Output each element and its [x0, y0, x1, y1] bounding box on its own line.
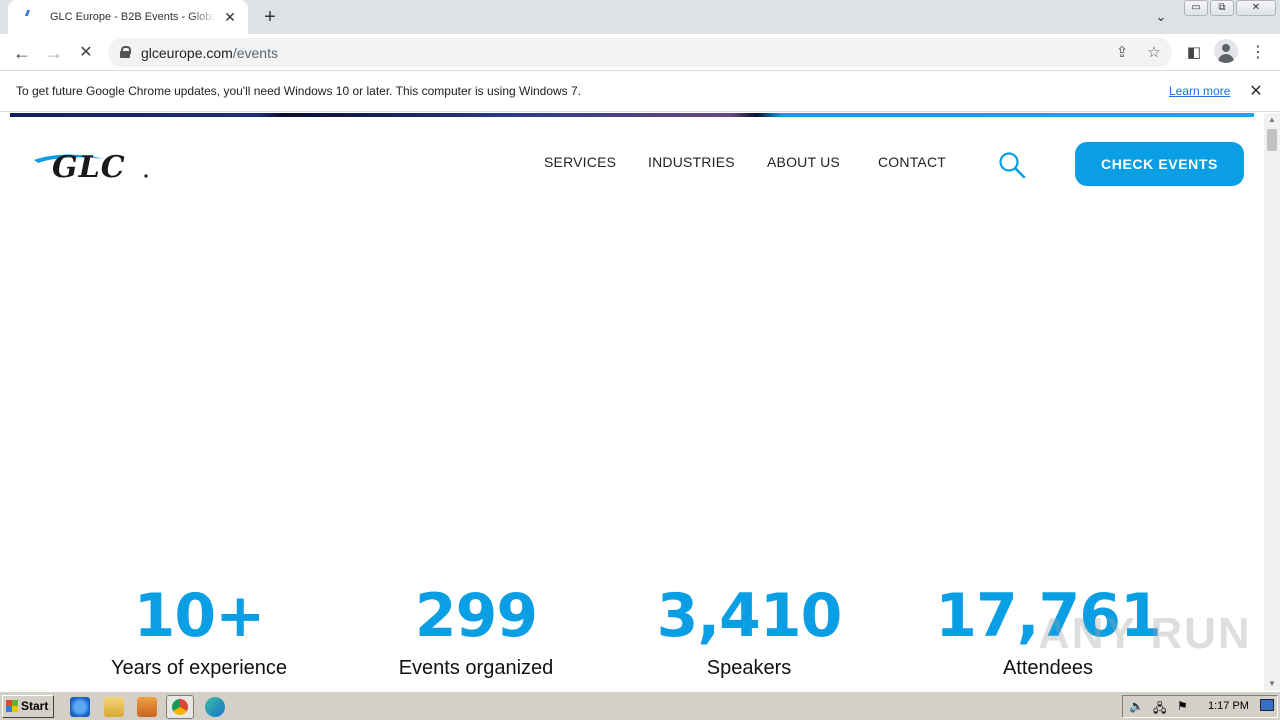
address-bar[interactable]: glceurope.com/events ⇪ ☆: [108, 38, 1172, 67]
stat-label: Events organized: [398, 657, 554, 679]
action-center-flag-icon[interactable]: ⚑: [1177, 699, 1188, 713]
browser-toolbar: ← → ✕ glceurope.com/events ⇪ ☆ ◧ ⋮: [0, 34, 1280, 71]
stat-value: 10+: [133, 581, 266, 651]
media-player-icon[interactable]: [137, 697, 157, 717]
internet-explorer-icon[interactable]: [70, 697, 90, 717]
network-icon[interactable]: 🖧: [1153, 701, 1167, 715]
nav-industries[interactable]: INDUSTRIES: [648, 154, 735, 170]
update-infobar: To get future Google Chrome updates, you…: [0, 72, 1280, 112]
start-label: Start: [21, 699, 49, 713]
tab-close-icon[interactable]: ✕: [224, 9, 236, 25]
close-window-button[interactable]: ✕: [1236, 0, 1276, 16]
stat-years: 10+ Years of experience: [69, 581, 329, 680]
tab-search-chevron-icon[interactable]: ⌄: [1155, 9, 1167, 24]
stat-value: 299: [414, 581, 538, 651]
menu-kebab-icon[interactable]: ⋮: [1250, 44, 1266, 61]
lock-icon: [120, 46, 131, 58]
svg-text:GLC: GLC: [52, 150, 126, 181]
scroll-thumb[interactable]: [1267, 129, 1277, 151]
glc-logo[interactable]: GLC: [32, 147, 152, 181]
share-icon[interactable]: ⇪: [1115, 44, 1129, 61]
page-scrollbar[interactable]: ▲ ▼: [1264, 113, 1280, 691]
profile-avatar-icon[interactable]: [1214, 39, 1238, 63]
scroll-up-arrow-icon[interactable]: ▲: [1268, 115, 1276, 124]
file-explorer-icon[interactable]: [104, 697, 124, 717]
edge-icon[interactable]: [205, 697, 225, 717]
side-panel-icon[interactable]: ◧: [1186, 44, 1202, 61]
windows-flag-icon: [6, 700, 18, 712]
volume-icon[interactable]: 🔈: [1129, 699, 1144, 713]
stat-speakers: 3,410 Speakers: [619, 581, 879, 680]
search-icon[interactable]: [998, 151, 1026, 179]
restore-button[interactable]: ⧉: [1210, 0, 1234, 16]
stat-attendees: 17,761 Attendees: [918, 581, 1178, 680]
stat-value: 17,761: [935, 581, 1162, 651]
clock[interactable]: 1:17 PM: [1208, 700, 1249, 712]
tab-title: GLC Europe - B2B Events - Global Leaders…: [50, 11, 216, 23]
tab-strip: GLC Europe - B2B Events - Global Leaders…: [0, 0, 1280, 34]
show-desktop-icon[interactable]: [1260, 699, 1274, 711]
stat-value: 3,410: [656, 581, 843, 651]
scroll-down-arrow-icon[interactable]: ▼: [1268, 679, 1276, 688]
learn-more-link[interactable]: Learn more: [1169, 84, 1231, 98]
stat-label: Years of experience: [110, 657, 288, 679]
bookmark-star-icon[interactable]: ☆: [1147, 44, 1161, 61]
page-viewport: GLC SERVICES INDUSTRIES ABOUT US CONTACT…: [0, 113, 1264, 691]
nav-contact[interactable]: CONTACT: [878, 154, 947, 170]
loading-favicon-icon: [22, 9, 38, 25]
infobar-message: To get future Google Chrome updates, you…: [16, 84, 582, 98]
window-controls: ▭ ⧉ ✕: [1182, 0, 1276, 18]
stat-label: Speakers: [706, 657, 792, 679]
anyrun-watermark: ANY RUN: [1038, 609, 1252, 658]
stat-events: 299 Events organized: [346, 581, 606, 680]
windows-taskbar: Start 🔈 🖧 ⚑ 1:17 PM: [0, 691, 1280, 720]
stop-loading-icon[interactable]: ✕: [79, 44, 93, 61]
hero-image-edge: [10, 113, 1254, 117]
start-button[interactable]: Start: [2, 695, 54, 718]
new-tab-button[interactable]: +: [264, 6, 276, 28]
chrome-taskbar-button[interactable]: [166, 695, 194, 719]
browser-tab[interactable]: GLC Europe - B2B Events - Global Leaders…: [8, 0, 248, 34]
forward-arrow-icon[interactable]: →: [45, 43, 63, 63]
url-text: glceurope.com/events: [141, 45, 278, 61]
chrome-icon: [172, 699, 188, 715]
nav-about-us[interactable]: ABOUT US: [767, 154, 840, 170]
infobar-close-icon[interactable]: ✕: [1249, 83, 1263, 100]
back-arrow-icon[interactable]: ←: [13, 43, 31, 63]
check-events-button[interactable]: CHECK EVENTS: [1075, 142, 1244, 186]
system-tray: 🔈 🖧 ⚑: [1122, 695, 1278, 718]
stat-label: Attendees: [1002, 657, 1094, 679]
nav-services[interactable]: SERVICES: [544, 154, 617, 170]
minimize-button[interactable]: ▭: [1184, 0, 1208, 16]
